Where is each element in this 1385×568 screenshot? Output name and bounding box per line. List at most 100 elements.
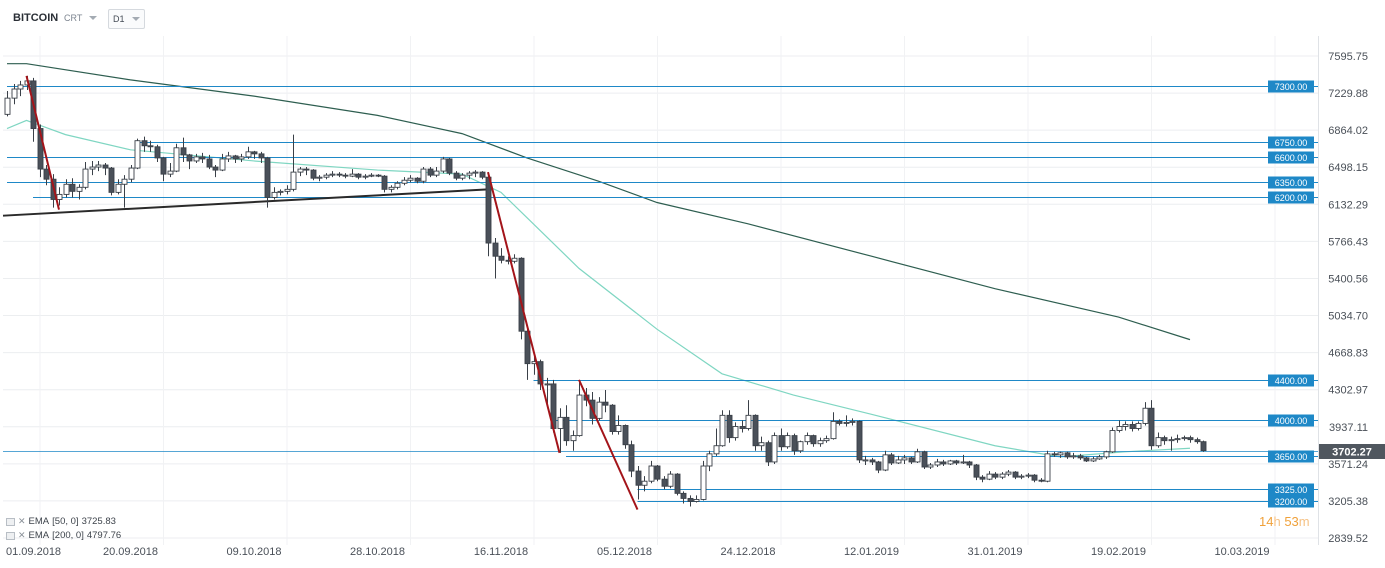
candle-body-bull (1116, 426, 1123, 431)
last-price-label: 3702.27 (1332, 447, 1372, 459)
candle (778, 428, 785, 451)
timeframe-select[interactable]: D1 (108, 9, 145, 29)
candle-body-bull (615, 425, 622, 432)
candle-body-bull (934, 461, 941, 466)
chart-type-select[interactable]: CRT (64, 9, 98, 27)
x-tick-label: 19.02.2019 (1091, 546, 1146, 558)
candle (869, 457, 876, 465)
candle (206, 154, 213, 170)
candle-body-bull (641, 480, 648, 486)
candle (726, 410, 733, 443)
candle-body-bear (180, 147, 187, 156)
candle (82, 161, 89, 190)
close-icon[interactable]: ✕ (18, 530, 26, 540)
candle-body-bull (134, 140, 141, 169)
candle (219, 153, 226, 172)
candle (284, 185, 291, 195)
candle-body-bull (193, 156, 200, 162)
candle-body-bull (17, 84, 24, 90)
candle (134, 138, 141, 170)
candle (570, 430, 577, 451)
legend-ema200[interactable]: ✕ EMA [200, 0] 4797.76 (6, 530, 121, 541)
symbol-label[interactable]: BITCOIN (13, 12, 59, 24)
candle (427, 167, 434, 178)
candle-body-bull (219, 158, 226, 171)
candle (381, 175, 388, 193)
candle (622, 424, 629, 449)
legend-ema200-value: 4797.76 (86, 530, 122, 541)
chevron-down-icon (89, 16, 98, 20)
candle (128, 165, 135, 183)
candle (453, 171, 460, 181)
settings-icon[interactable] (6, 517, 15, 526)
settings-icon[interactable] (6, 531, 15, 540)
candle-body-bear (108, 167, 115, 193)
candle-body-bull (1090, 458, 1097, 462)
candle (186, 153, 193, 170)
candle (596, 397, 603, 421)
level-price-tag (1268, 151, 1314, 164)
candle-body-bear (791, 435, 798, 452)
candle (472, 170, 479, 178)
candle-body-bull (823, 438, 830, 442)
trendline-red (578, 379, 639, 510)
candle (680, 491, 687, 504)
y-tick-label: 6498.15 (1328, 162, 1368, 174)
candle (1070, 452, 1077, 459)
candle (407, 175, 414, 183)
candle-body-bull (407, 177, 414, 181)
candle (739, 420, 746, 433)
candle-body-bear (869, 459, 876, 463)
candle (576, 381, 583, 437)
candle-body-bear (687, 497, 694, 502)
x-tick-label: 09.10.2018 (226, 546, 281, 558)
countdown-hours: 14 (1259, 514, 1274, 529)
candle (947, 459, 954, 465)
candle (310, 169, 317, 181)
candle (934, 458, 941, 468)
candle-body-bull (713, 445, 720, 455)
candle-body-bull (472, 171, 479, 174)
candle (76, 184, 83, 200)
level-price-label: 3200.00 (1275, 497, 1308, 507)
candle (615, 415, 622, 435)
candle-body-bear (1129, 423, 1136, 429)
candle (1187, 435, 1194, 443)
candle (960, 454, 967, 464)
candle (459, 173, 466, 181)
level-price-label: 6350.00 (1275, 178, 1308, 188)
level-price-label: 4000.00 (1275, 416, 1308, 426)
candle-body-bull (466, 172, 473, 176)
candle (95, 160, 102, 172)
candle (1174, 434, 1181, 443)
legend-ema50[interactable]: ✕ EMA [50, 0] 3725.83 (6, 516, 116, 527)
ema200-line (7, 63, 1191, 341)
candle-body-bull (56, 193, 63, 200)
candle-body-bear (479, 171, 486, 178)
candle (557, 408, 564, 453)
candle (817, 437, 824, 447)
candle-body-bear (492, 242, 499, 257)
level-price-tag (1268, 414, 1314, 427)
candle-body-bull (459, 174, 466, 179)
candle-body-bull (323, 174, 330, 178)
candle-body-bull (648, 465, 655, 482)
candle-body-bear (810, 435, 817, 445)
candle (862, 455, 869, 465)
y-tick-label: 3937.11 (1329, 422, 1368, 434)
candle-body-bull (11, 88, 18, 99)
legend-ema50-params: [50, 0] (52, 516, 79, 527)
y-tick-label: 4302.97 (1328, 385, 1368, 397)
candle-body-bull (440, 158, 447, 172)
candle (492, 237, 499, 279)
close-icon[interactable]: ✕ (18, 516, 26, 526)
candle-body-bull (1109, 430, 1116, 453)
candle-body-bull (4, 97, 11, 115)
candle (414, 177, 421, 184)
candle (940, 459, 947, 466)
y-tick-label: 3571.24 (1328, 459, 1368, 471)
candle (1200, 440, 1207, 452)
candle-body-bear (453, 172, 460, 179)
candle-body-bear (199, 156, 206, 160)
